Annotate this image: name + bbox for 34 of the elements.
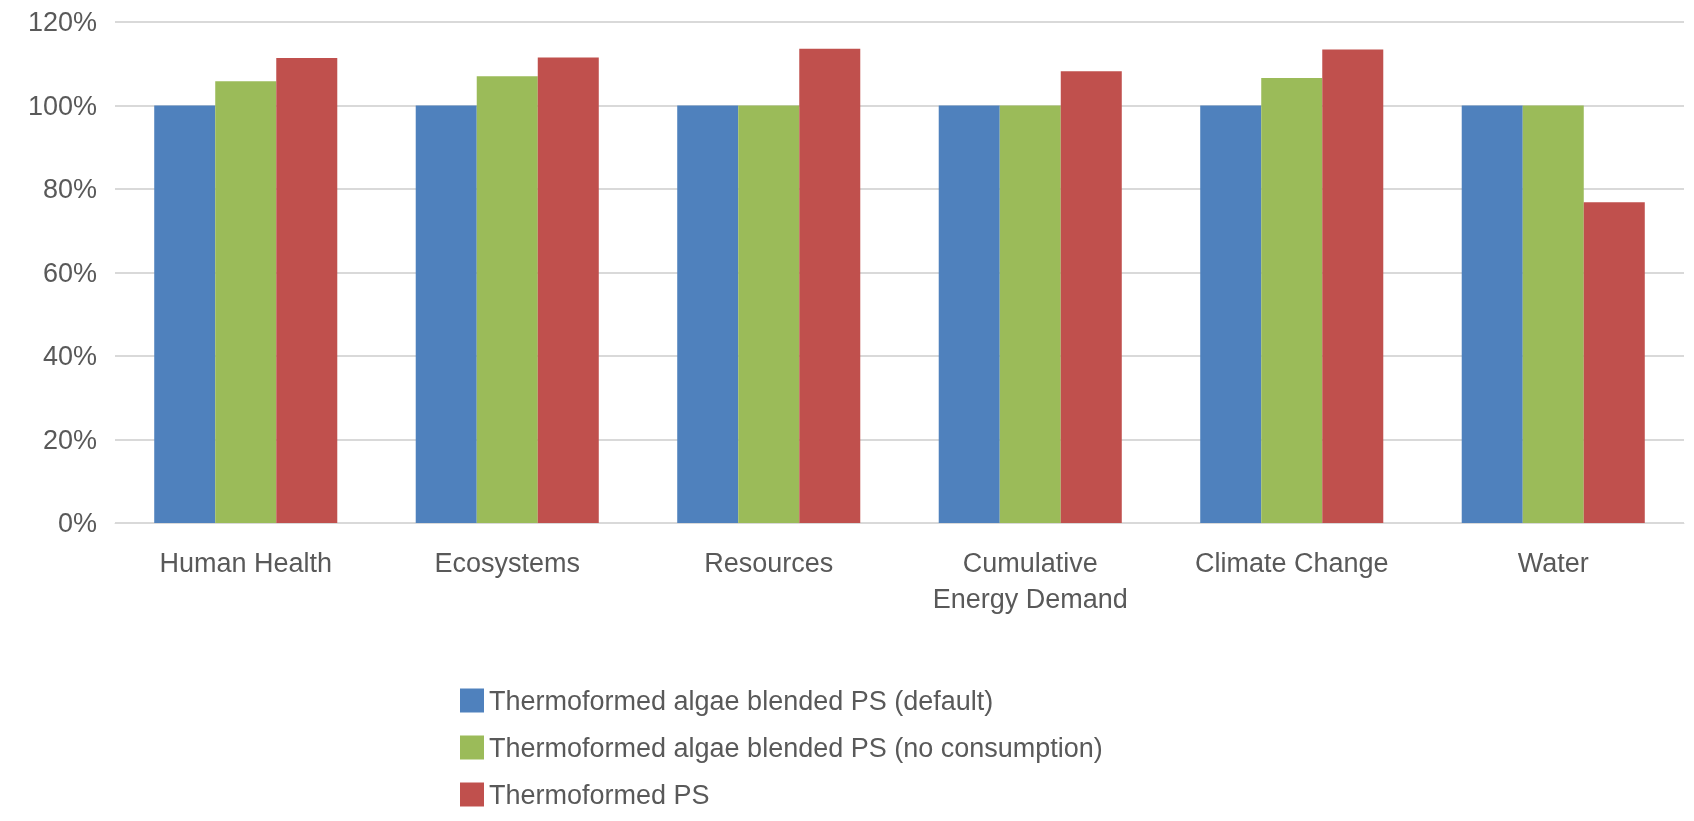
x-tick-label: Resources — [704, 548, 834, 578]
y-tick-label: 40% — [42, 341, 97, 371]
y-tick-label: 100% — [27, 90, 97, 121]
x-tick-label: Water — [1517, 548, 1589, 578]
y-tick-label: 0% — [57, 508, 97, 538]
bar — [537, 57, 599, 523]
y-tick-label: 80% — [42, 174, 97, 204]
bar — [1522, 105, 1584, 523]
bar — [738, 105, 800, 523]
bar — [677, 105, 739, 523]
x-tick-label: Ecosystems — [434, 548, 581, 578]
bar — [1060, 71, 1122, 523]
bar — [215, 81, 277, 523]
bar — [1322, 49, 1384, 523]
bar — [999, 105, 1061, 523]
bar — [154, 105, 216, 523]
bar — [938, 105, 1000, 523]
bar — [1200, 105, 1262, 523]
legend-label: Thermoformed algae blended PS (default) — [489, 685, 994, 716]
y-tick-label: 120% — [27, 7, 97, 37]
bar — [415, 105, 477, 523]
legend-label: Thermoformed PS — [489, 779, 710, 810]
y-tick-label: 20% — [42, 424, 97, 455]
bar — [476, 76, 538, 523]
legend-label: Thermoformed algae blended PS (no consumption) — [489, 732, 1103, 763]
bar — [799, 48, 861, 523]
bar — [1261, 77, 1323, 523]
y-tick-label: 60% — [42, 257, 97, 288]
x-tick-label: Climate Change — [1194, 548, 1389, 578]
bar — [1583, 202, 1645, 523]
bar — [276, 57, 338, 523]
x-tick-label: Cumulative Energy Demand — [932, 548, 1128, 614]
bar — [1461, 105, 1523, 523]
x-tick-label: Human Health — [159, 548, 333, 578]
